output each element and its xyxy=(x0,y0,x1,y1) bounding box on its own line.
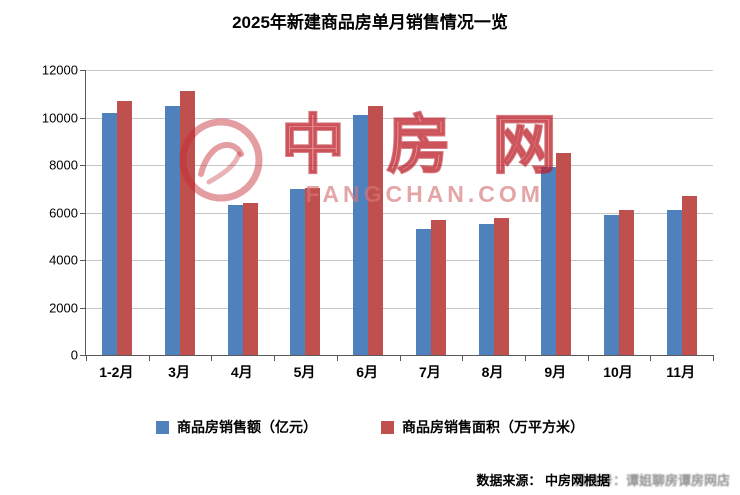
legend-item: 商品房销售面积（万平方米） xyxy=(381,417,584,437)
x-axis-tick xyxy=(524,355,526,361)
x-axis-tick xyxy=(274,355,276,361)
chart-title: 2025年新建商品房单月销售情况一览 xyxy=(232,13,508,32)
bar-sales-amount xyxy=(415,229,431,355)
y-axis-tick xyxy=(80,260,86,261)
y-axis-label: 2000 xyxy=(49,300,78,315)
bar-group xyxy=(149,70,212,355)
bar-sales-amount xyxy=(102,112,118,355)
bar-sales-amount xyxy=(290,188,306,355)
x-axis-label: 8月 xyxy=(481,364,504,380)
x-axis-label: 7月 xyxy=(418,364,441,380)
x-axis-tick xyxy=(650,355,652,361)
legend-item: 商品房销售额（亿元） xyxy=(156,417,317,437)
bar-sales-area xyxy=(556,153,572,355)
x-axis-tick xyxy=(399,355,401,361)
bar-sales-amount xyxy=(353,115,369,355)
x-axis-tick xyxy=(587,355,589,361)
bar-sales-amount xyxy=(666,210,682,355)
x-axis-label: 6月 xyxy=(356,364,379,380)
bar-sales-area xyxy=(305,187,321,355)
y-axis-tick xyxy=(80,70,86,71)
legend-swatch-icon xyxy=(156,420,169,434)
x-axis-ticks xyxy=(86,355,714,361)
source-text: 数据来源： 中房网根据 xyxy=(476,473,610,488)
y-axis-label: 10000 xyxy=(41,110,78,125)
x-axis-label: 4月 xyxy=(230,364,253,380)
x-axis-label: 3月 xyxy=(168,364,190,380)
gridline xyxy=(86,260,713,261)
y-axis-tick xyxy=(80,117,86,119)
y-axis-label: 8000 xyxy=(49,157,78,173)
bar-group xyxy=(588,70,651,355)
gridline xyxy=(86,165,713,166)
x-axis-tick xyxy=(462,355,464,361)
x-axis-labels: 1-2月 3月 4月 5月 6月 7月 8月 9月 10月 11月 xyxy=(85,362,712,382)
x-axis-label: 5月 xyxy=(293,364,316,380)
legend-swatch-icon xyxy=(381,420,394,434)
x-axis-tick xyxy=(148,355,150,361)
x-axis-tick xyxy=(336,355,338,361)
bar-group xyxy=(337,70,400,355)
y-axis-tick xyxy=(80,307,86,309)
bar-group xyxy=(525,70,588,355)
legend: 商品房销售额（亿元） 商品房销售面积（万平方米） xyxy=(0,417,740,437)
plot-area xyxy=(80,70,714,361)
gridline xyxy=(86,117,713,119)
bar-groups xyxy=(86,70,713,355)
bar-group xyxy=(400,70,463,355)
bar-sales-area xyxy=(117,100,133,355)
bar-group xyxy=(274,70,337,355)
y-axis-label: 0 xyxy=(70,347,78,363)
bar-sales-area xyxy=(430,219,446,355)
bar-sales-area xyxy=(618,210,634,355)
bar-sales-area xyxy=(493,218,509,355)
x-axis-tick xyxy=(713,355,714,361)
bar-group xyxy=(462,70,525,355)
legend-label: 商品房销售面积（万平方米） xyxy=(402,419,584,435)
bar-group xyxy=(211,70,274,355)
bar-sales-area xyxy=(681,195,697,355)
gridline xyxy=(86,70,713,71)
y-axis-tick xyxy=(80,212,86,214)
bar-sales-amount xyxy=(541,167,557,355)
bar-sales-area xyxy=(368,105,384,355)
gridline xyxy=(86,212,713,214)
y-axis-tick xyxy=(80,165,86,166)
bar-group xyxy=(650,70,713,355)
bar-sales-area xyxy=(180,91,196,355)
y-axis-label: 6000 xyxy=(49,205,78,220)
x-axis-label: 9月 xyxy=(544,364,567,380)
watermark-overlay-text: 微信号：谭姐聊房谭房网店 xyxy=(573,473,730,488)
bar-sales-area xyxy=(242,203,258,355)
x-axis-tick xyxy=(211,355,213,361)
legend-label: 商品房销售额（亿元） xyxy=(177,419,317,435)
x-axis-label: 10月 xyxy=(603,364,633,380)
x-axis-label: 11月 xyxy=(666,364,696,380)
source-note: 数据来源： 中房网根据微信号：谭姐聊房谭房网店 xyxy=(476,470,730,489)
x-axis-label: 1-2月 xyxy=(99,364,134,380)
gridline xyxy=(86,307,713,309)
bar-group xyxy=(86,70,149,355)
bar-sales-amount xyxy=(603,214,619,355)
y-axis-labels: 0 2000 4000 6000 8000 10000 12000 xyxy=(18,63,78,363)
bar-sales-amount xyxy=(227,205,243,355)
bar-sales-amount xyxy=(165,105,181,355)
bar-sales-amount xyxy=(478,224,494,355)
x-axis-tick xyxy=(86,355,87,361)
y-axis-label: 12000 xyxy=(41,62,78,78)
y-axis-label: 4000 xyxy=(49,252,78,268)
y-axis-tick xyxy=(80,355,86,356)
